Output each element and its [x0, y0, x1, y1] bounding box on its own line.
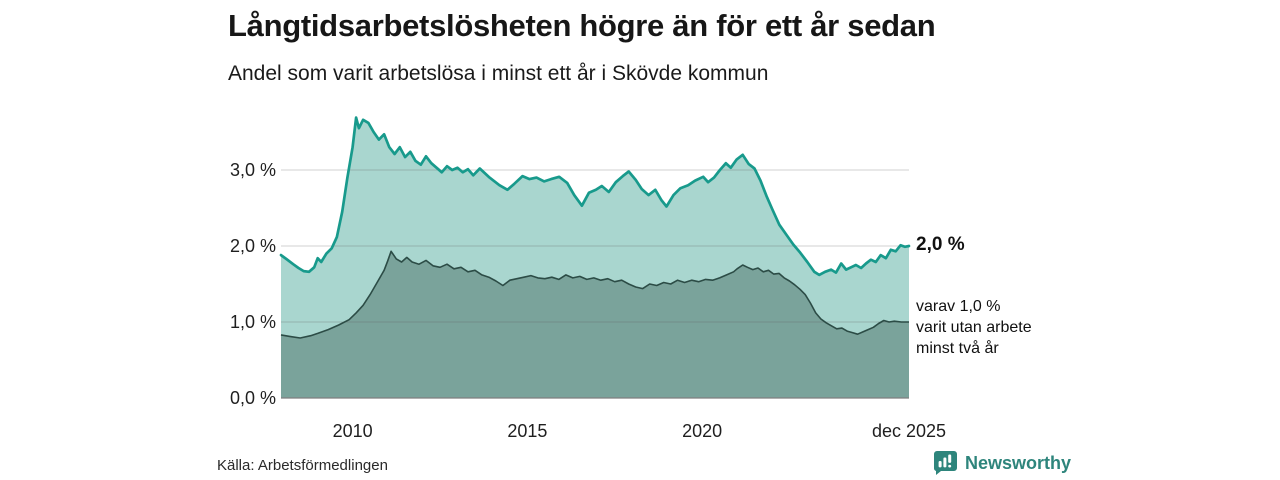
y-tick-label: 2,0 %: [229, 236, 276, 256]
brand-logo: Newsworthy: [933, 450, 1071, 476]
y-tick-label: 0,0 %: [229, 388, 276, 408]
y-tick-label: 3,0 %: [229, 160, 276, 180]
brand-name: Newsworthy: [965, 452, 1072, 473]
sub-series-label: varav 1,0 % varit utan arbete minst två …: [916, 298, 1032, 357]
x-tick-label: dec 2025: [871, 421, 947, 441]
x-tick-label: 2010: [332, 421, 373, 441]
x-tick-label: 2015: [507, 421, 548, 441]
newsworthy-chart-bubble-icon: [933, 450, 958, 476]
y-tick-label: 1,0 %: [229, 312, 276, 332]
source-credit: Källa: Arbetsförmedlingen: [217, 457, 388, 474]
latest-value-label: 2,0 %: [916, 234, 965, 255]
page-subtitle: Andel som varit arbetslösa i minst ett å…: [228, 62, 769, 85]
page-title: Långtidsarbetslösheten högre än för ett …: [228, 8, 936, 43]
x-tick-label: 2020: [682, 421, 723, 441]
